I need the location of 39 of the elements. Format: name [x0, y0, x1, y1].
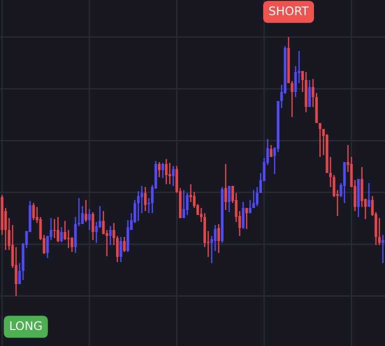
- candlestick: [144, 186, 147, 212]
- candlestick: [182, 189, 186, 219]
- candlestick: [252, 189, 255, 209]
- candlestick: [308, 79, 311, 108]
- text: SHORT: [269, 6, 309, 16]
- candlestick: [158, 162, 161, 178]
- candlestick: [56, 216, 60, 243]
- candlestick: [95, 221, 98, 244]
- candlestick: [368, 182, 370, 208]
- candlestick: [245, 207, 248, 230]
- candlestick: [126, 220, 130, 253]
- candlestick: [318, 122, 322, 158]
- candlestick: [168, 162, 172, 185]
- candlestick: [102, 210, 105, 235]
- candlestick: [360, 166, 364, 208]
- candlestick: [88, 208, 91, 231]
- candlestick: [186, 192, 189, 216]
- candlestick: [32, 202, 35, 221]
- candlestick: [123, 236, 126, 253]
- candlestick: [14, 246, 18, 297]
- candlestick: [164, 158, 168, 185]
- candlestick: [109, 225, 112, 246]
- candlestick: [161, 162, 164, 179]
- candlestick: [248, 199, 252, 214]
- candlestick: [172, 165, 175, 187]
- candlestick: [92, 211, 94, 241]
- candlestick: [67, 229, 70, 249]
- candlestick: [224, 163, 227, 211]
- candlestick: [60, 226, 63, 243]
- candlestick: [382, 234, 384, 264]
- candlestick: [270, 144, 272, 158]
- candlestick: [228, 185, 230, 213]
- candlestick: [53, 218, 56, 239]
- candlestick: [84, 199, 88, 223]
- candlestick: [242, 201, 244, 230]
- candlestick: [217, 223, 220, 254]
- candlestick: [120, 236, 122, 263]
- candlestick: [343, 162, 346, 204]
- text: LONG: [10, 321, 42, 330]
